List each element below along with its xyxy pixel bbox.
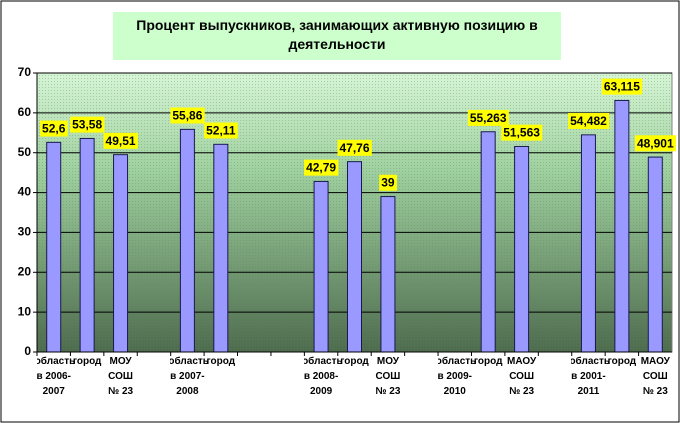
bar	[179, 128, 195, 353]
bar	[79, 137, 95, 353]
x-tick-label: область в 2009-2010	[437, 356, 476, 397]
data-label-bg	[70, 116, 105, 133]
y-tick-label: 0	[24, 344, 31, 358]
bar	[580, 134, 596, 353]
x-tick-label: МОУ СОШ № 23	[108, 356, 134, 397]
bar	[113, 154, 129, 353]
x-tick-wrap: город	[72, 356, 102, 367]
x-tick-wrap: город	[607, 356, 637, 367]
bar	[480, 131, 496, 353]
data-label: 52,6	[42, 122, 66, 136]
x-tick-wrap: область в 2008-2009	[304, 356, 343, 397]
y-tick-label: 70	[18, 65, 32, 79]
x-tick-wrap: область в 2001-2011	[571, 356, 610, 397]
data-label: 42,79	[306, 161, 336, 175]
data-label: 48,901	[637, 136, 674, 150]
y-tick-label: 40	[18, 185, 32, 199]
bar	[347, 161, 362, 353]
data-label-bg	[103, 132, 138, 149]
data-label-bg	[501, 124, 543, 141]
data-label-bg	[170, 107, 205, 124]
y-tick-label: 20	[18, 264, 32, 278]
x-tick-label: МАОУ СОШ № 23	[507, 356, 537, 397]
data-label: 49,51	[106, 134, 136, 148]
data-label: 54,482	[570, 114, 607, 128]
x-tick-label: МАОУ СОШ № 23	[640, 356, 670, 397]
data-label: 55,263	[470, 111, 507, 125]
data-label: 53,58	[72, 118, 102, 132]
data-label: 51,563	[503, 126, 540, 140]
data-label-bg	[337, 139, 372, 156]
bar	[647, 156, 663, 353]
x-tick-label: область в 2001-2011	[571, 356, 610, 397]
x-tick-wrap: МАОУ СОШ № 23	[640, 356, 670, 397]
y-tick-label: 10	[18, 304, 32, 318]
title-wrap: Процент выпускников, занимающих активную…	[136, 17, 538, 52]
x-tick-label: город	[72, 356, 102, 367]
x-tick-wrap: МОУ СОШ № 23	[375, 356, 401, 397]
x-tick-wrap: МОУ СОШ № 23	[108, 356, 134, 397]
x-tick-wrap: город	[473, 356, 503, 367]
x-tick-wrap: область в 2006-2007	[36, 356, 75, 397]
y-tick-label: 60	[18, 105, 32, 119]
bar	[614, 99, 630, 353]
data-label: 52,11	[206, 123, 236, 137]
bar	[313, 180, 329, 353]
data-label: 55,86	[172, 109, 202, 123]
x-tick-label: город	[340, 356, 369, 367]
data-label-bg	[568, 113, 610, 130]
chart-title: Процент выпускников, занимающих активную…	[136, 17, 538, 52]
x-tick-label: область в 2007-2008	[170, 356, 209, 397]
x-tick-wrap: город	[340, 356, 369, 367]
x-tick-label: область в 2008-2009	[304, 356, 343, 397]
data-label-bg	[467, 109, 509, 126]
data-label-bg	[379, 174, 397, 191]
data-label: 39	[381, 176, 395, 190]
data-label-bg	[601, 78, 643, 95]
x-tick-wrap: город	[206, 356, 236, 367]
data-label-bg	[634, 135, 676, 152]
y-tick-label: 50	[18, 145, 32, 159]
x-tick-wrap: МАОУ СОШ № 23	[507, 356, 537, 397]
title-box	[113, 12, 561, 60]
x-tick-label: МОУ СОШ № 23	[375, 356, 401, 397]
data-label: 47,76	[339, 141, 369, 155]
y-tick-label: 30	[18, 225, 32, 239]
data-label: 63,115	[604, 80, 640, 94]
bar	[514, 145, 530, 353]
data-label-bg	[40, 120, 68, 137]
bar	[380, 196, 396, 353]
x-tick-wrap: область в 2007-2008	[170, 356, 209, 397]
x-tick-label: город	[206, 356, 236, 367]
data-label-bg	[204, 122, 238, 139]
x-tick-label: область в 2006-2007	[36, 356, 75, 397]
data-label-bg	[304, 159, 339, 176]
x-tick-label: город	[473, 356, 503, 367]
bar	[213, 143, 229, 353]
bar	[46, 141, 62, 353]
x-tick-label: город	[607, 356, 637, 367]
x-tick-wrap: область в 2009-2010	[437, 356, 476, 397]
